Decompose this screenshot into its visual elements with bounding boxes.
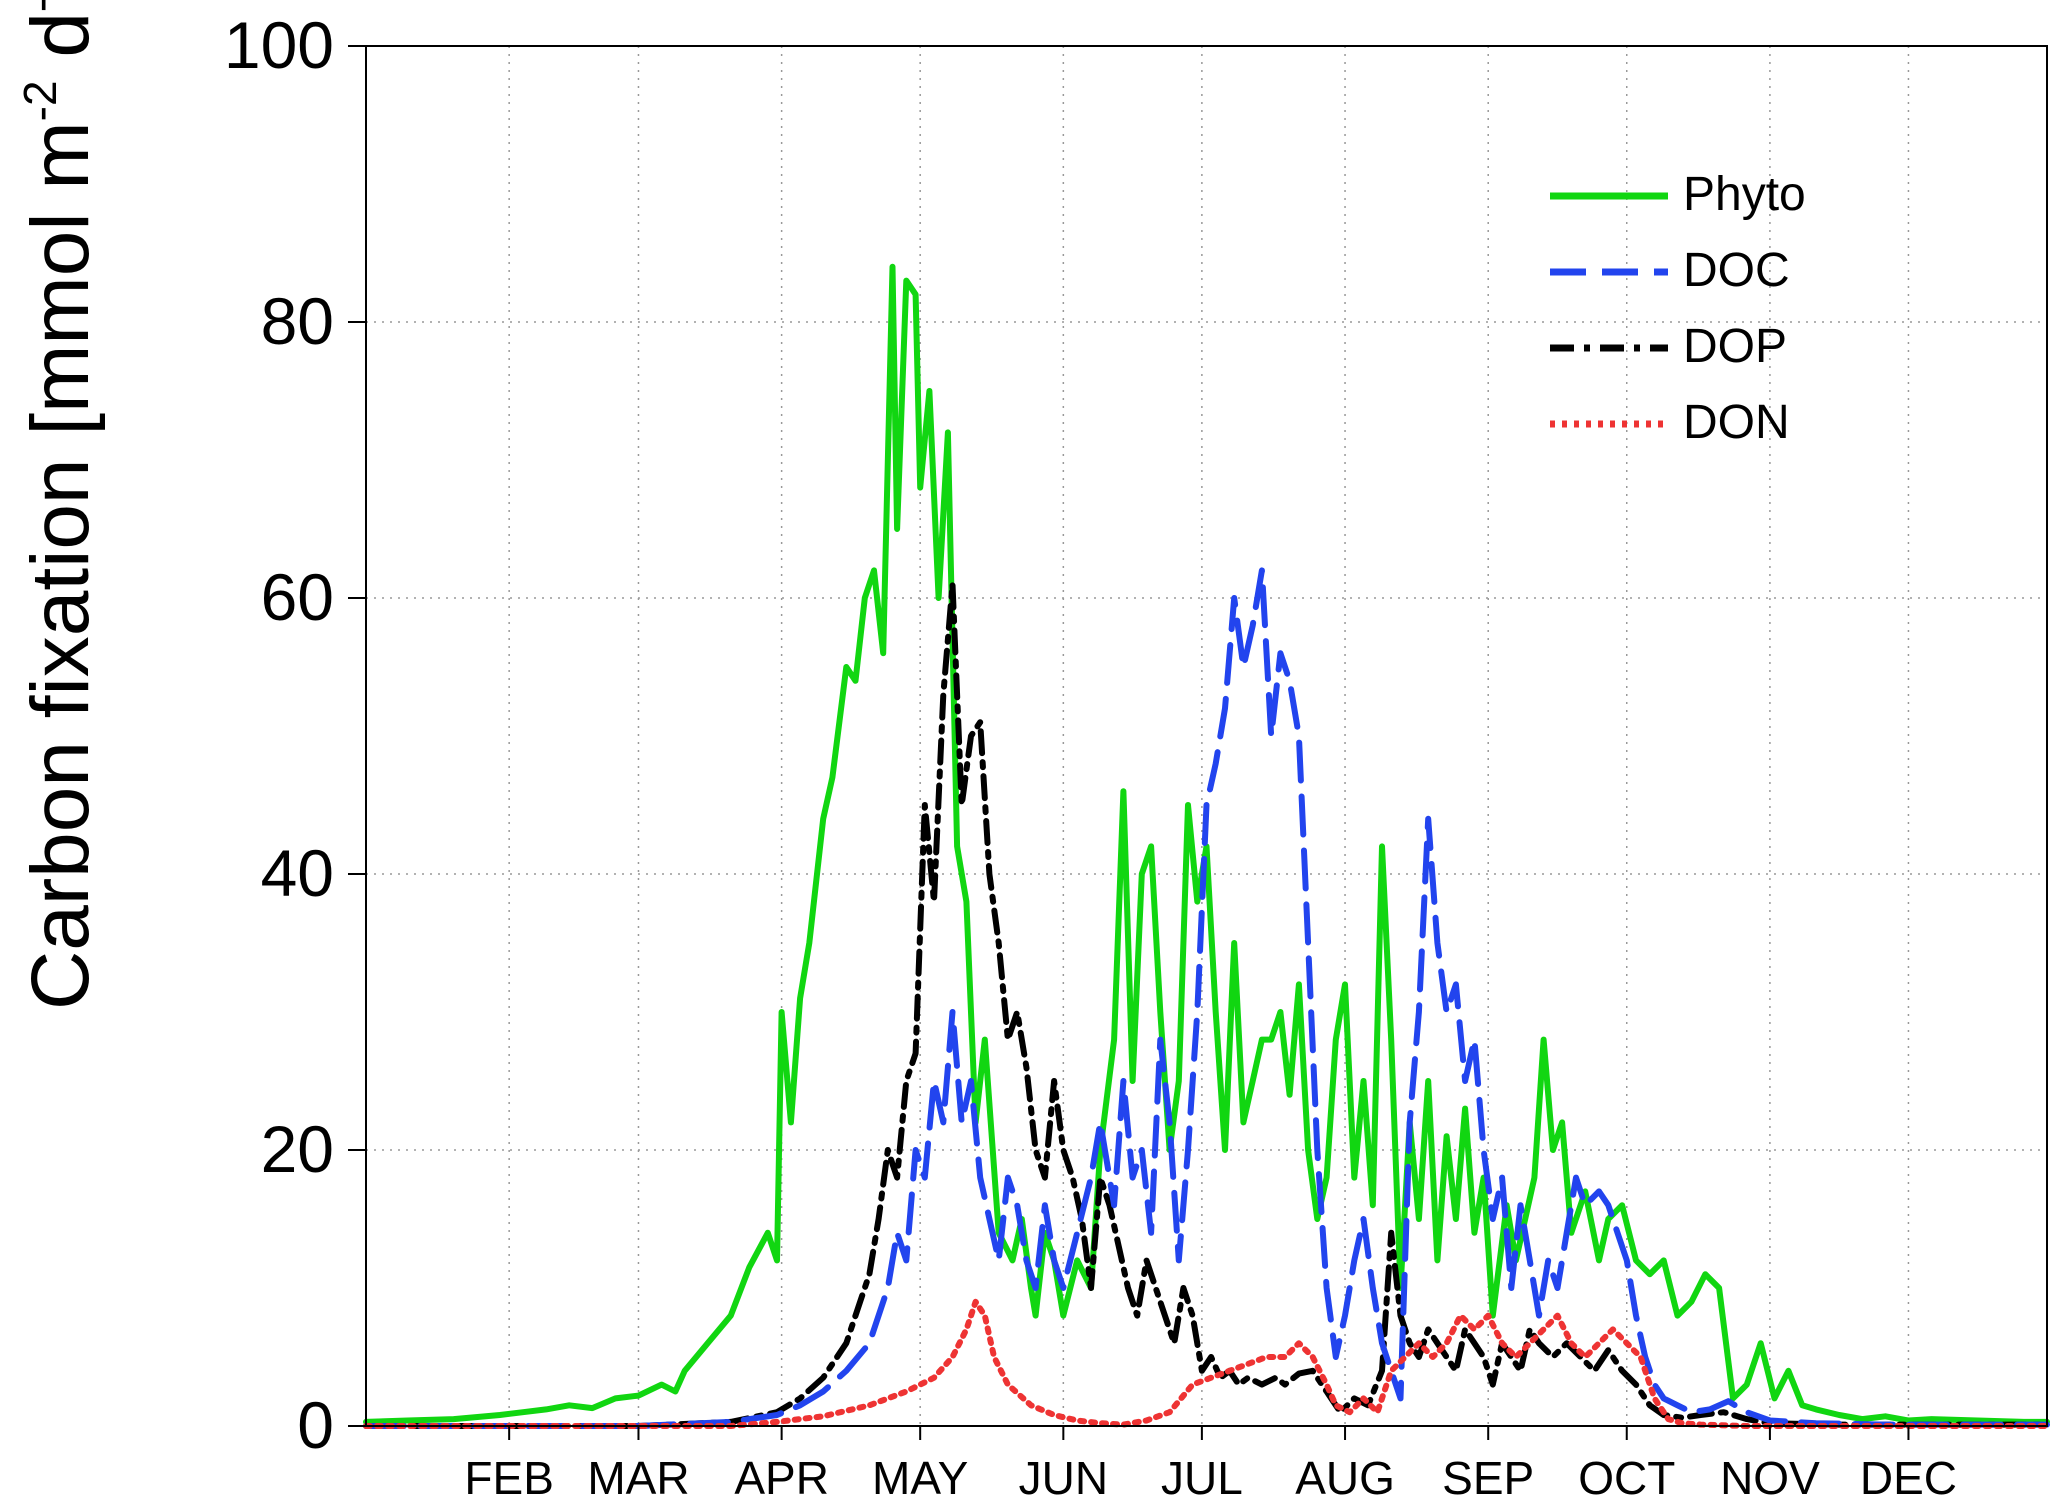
y-tick-label: 20 bbox=[261, 1112, 334, 1186]
y-axis-label-sup2: -1 bbox=[14, 0, 66, 12]
x-tick-label: APR bbox=[734, 1452, 829, 1504]
x-tick-label: OCT bbox=[1578, 1452, 1675, 1504]
series-line-phyto bbox=[363, 263, 2050, 1425]
legend: Phyto DOC DOP DON bbox=[1550, 168, 1806, 449]
series-line-don bbox=[363, 1298, 2050, 1429]
x-tick-label: SEP bbox=[1442, 1452, 1534, 1504]
legend-label-phyto: Phyto bbox=[1683, 168, 1806, 221]
x-tick-label: NOV bbox=[1720, 1452, 1820, 1504]
y-axis-label-sup1: -2 bbox=[14, 80, 66, 121]
series-line-dop bbox=[363, 581, 2050, 1429]
legend-label-doc: DOC bbox=[1683, 244, 1790, 297]
x-tick-label: DEC bbox=[1860, 1452, 1957, 1504]
y-tick-label: 80 bbox=[261, 284, 334, 358]
y-tick-label: 100 bbox=[224, 8, 334, 82]
y-tick-label: 0 bbox=[297, 1388, 334, 1462]
y-axis-label-mid: d bbox=[15, 12, 106, 80]
series-lines bbox=[363, 263, 2050, 1429]
x-tick-label: MAY bbox=[872, 1452, 968, 1504]
y-axis-label-main: Carbon fixation [mmol m bbox=[15, 121, 106, 1010]
y-tick-label: 60 bbox=[261, 560, 334, 634]
x-tick-label: MAR bbox=[587, 1452, 689, 1504]
x-axis: FEB MAR APR MAY JUN JUL AUG SEP OCT NOV DEC bbox=[464, 1426, 1957, 1504]
x-tick-label: FEB bbox=[464, 1452, 553, 1504]
y-axis-label: Carbon fixation [mmol m-2 d-1] bbox=[14, 0, 106, 1010]
legend-label-don: DON bbox=[1683, 396, 1790, 449]
x-tick-label: JUL bbox=[1161, 1452, 1243, 1504]
plot-frame bbox=[365, 45, 2048, 1427]
series-line-doc bbox=[363, 567, 2050, 1429]
legend-label-dop: DOP bbox=[1683, 320, 1787, 373]
x-tick-label: JUN bbox=[1019, 1452, 1108, 1504]
y-tick-label: 40 bbox=[261, 836, 334, 910]
grid-lines bbox=[366, 46, 2047, 1426]
x-tick-label: AUG bbox=[1295, 1452, 1395, 1504]
y-axis: 0 20 40 60 80 100 bbox=[224, 8, 366, 1462]
